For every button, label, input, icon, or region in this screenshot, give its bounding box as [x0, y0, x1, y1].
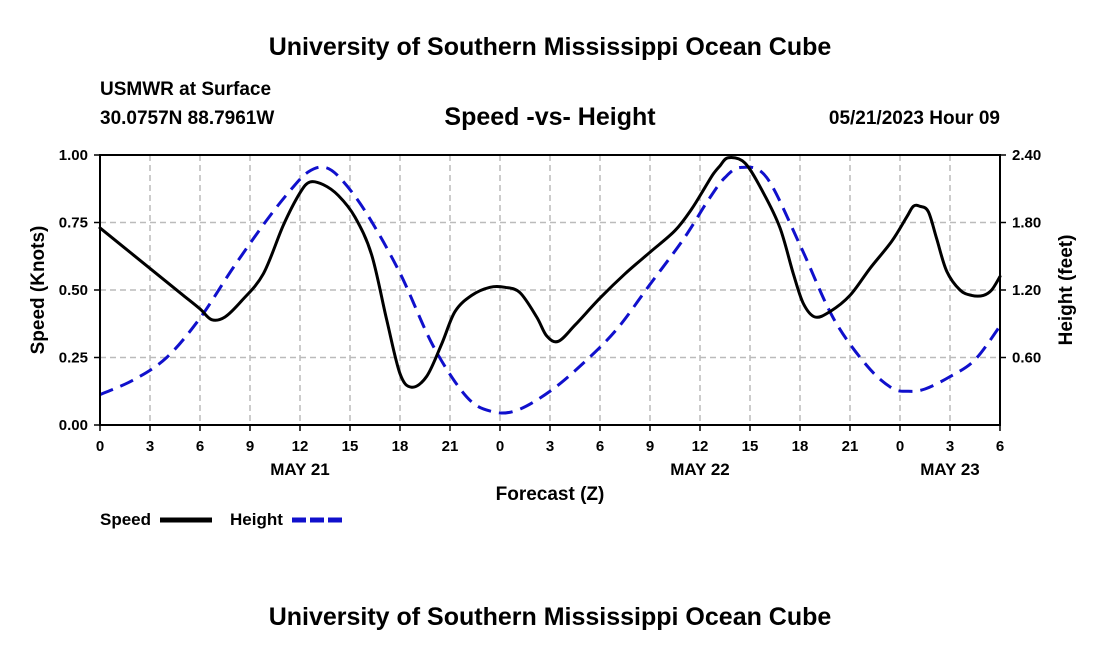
station-coords: 30.0757N 88.7961W	[100, 108, 274, 129]
x-tick-label: 15	[742, 438, 759, 455]
x-tick-label: 6	[596, 438, 604, 455]
timestamp: 05/21/2023 Hour 09	[829, 108, 1000, 129]
x-tick-label: 18	[792, 438, 809, 455]
speed-series-line	[98, 156, 1002, 389]
x-tick-label: 3	[146, 438, 154, 455]
x-tick-label: 0	[496, 438, 504, 455]
axes: 0 3 6 9 12 15 18 21 0 3 6 9 12 15 18 21 0 3 6 0.00 0.25 0.50 0…	[59, 147, 1041, 479]
chart-title: Speed -vs- Height	[444, 103, 656, 131]
station-name: USMWR at Surface	[100, 79, 271, 100]
x-tick-label: 12	[292, 438, 309, 455]
x-tick-label: 3	[546, 438, 554, 455]
legend-speed-label: Speed	[100, 510, 151, 529]
series-layer	[98, 156, 1002, 415]
y-tick-label: 0.00	[59, 417, 88, 434]
y-tick-label: 0.25	[59, 350, 88, 367]
y2-tick-label: 2.40	[1012, 147, 1041, 164]
grid	[100, 154, 1000, 425]
y2-axis-label: Height (feet)	[1056, 235, 1077, 346]
x-tick-label: 6	[196, 438, 204, 455]
x-tick-label: 21	[442, 438, 459, 455]
y-tick-label: 0.50	[59, 282, 88, 299]
y-tick-label: 1.00	[59, 147, 88, 164]
x-axis-label: Forecast (Z)	[496, 484, 605, 505]
x-tick-label: 18	[392, 438, 409, 455]
legend: Speed Height	[100, 510, 342, 529]
footer-title: University of Southern Mississippi Ocean…	[269, 603, 832, 631]
y-tick-label: 0.75	[59, 215, 88, 232]
y2-tick-label: 1.20	[1012, 282, 1041, 299]
date-label: MAY 23	[920, 460, 980, 479]
x-tick-label: 0	[96, 438, 104, 455]
date-label: MAY 22	[670, 460, 730, 479]
y-axis-label: Speed (Knots)	[28, 226, 49, 355]
x-tick-label: 15	[342, 438, 359, 455]
x-tick-label: 0	[896, 438, 904, 455]
x-tick-label: 21	[842, 438, 859, 455]
height-series-line	[99, 165, 1002, 415]
x-tick-label: 9	[246, 438, 254, 455]
legend-height-label: Height	[230, 510, 283, 529]
y2-tick-label: 0.60	[1012, 350, 1041, 367]
y2-tick-label: 1.80	[1012, 215, 1041, 232]
page-title: University of Southern Mississippi Ocean…	[269, 33, 832, 61]
date-label: MAY 21	[270, 460, 330, 479]
x-tick-label: 12	[692, 438, 709, 455]
x-tick-label: 3	[946, 438, 954, 455]
x-tick-label: 6	[996, 438, 1004, 455]
x-tick-label: 9	[646, 438, 654, 455]
